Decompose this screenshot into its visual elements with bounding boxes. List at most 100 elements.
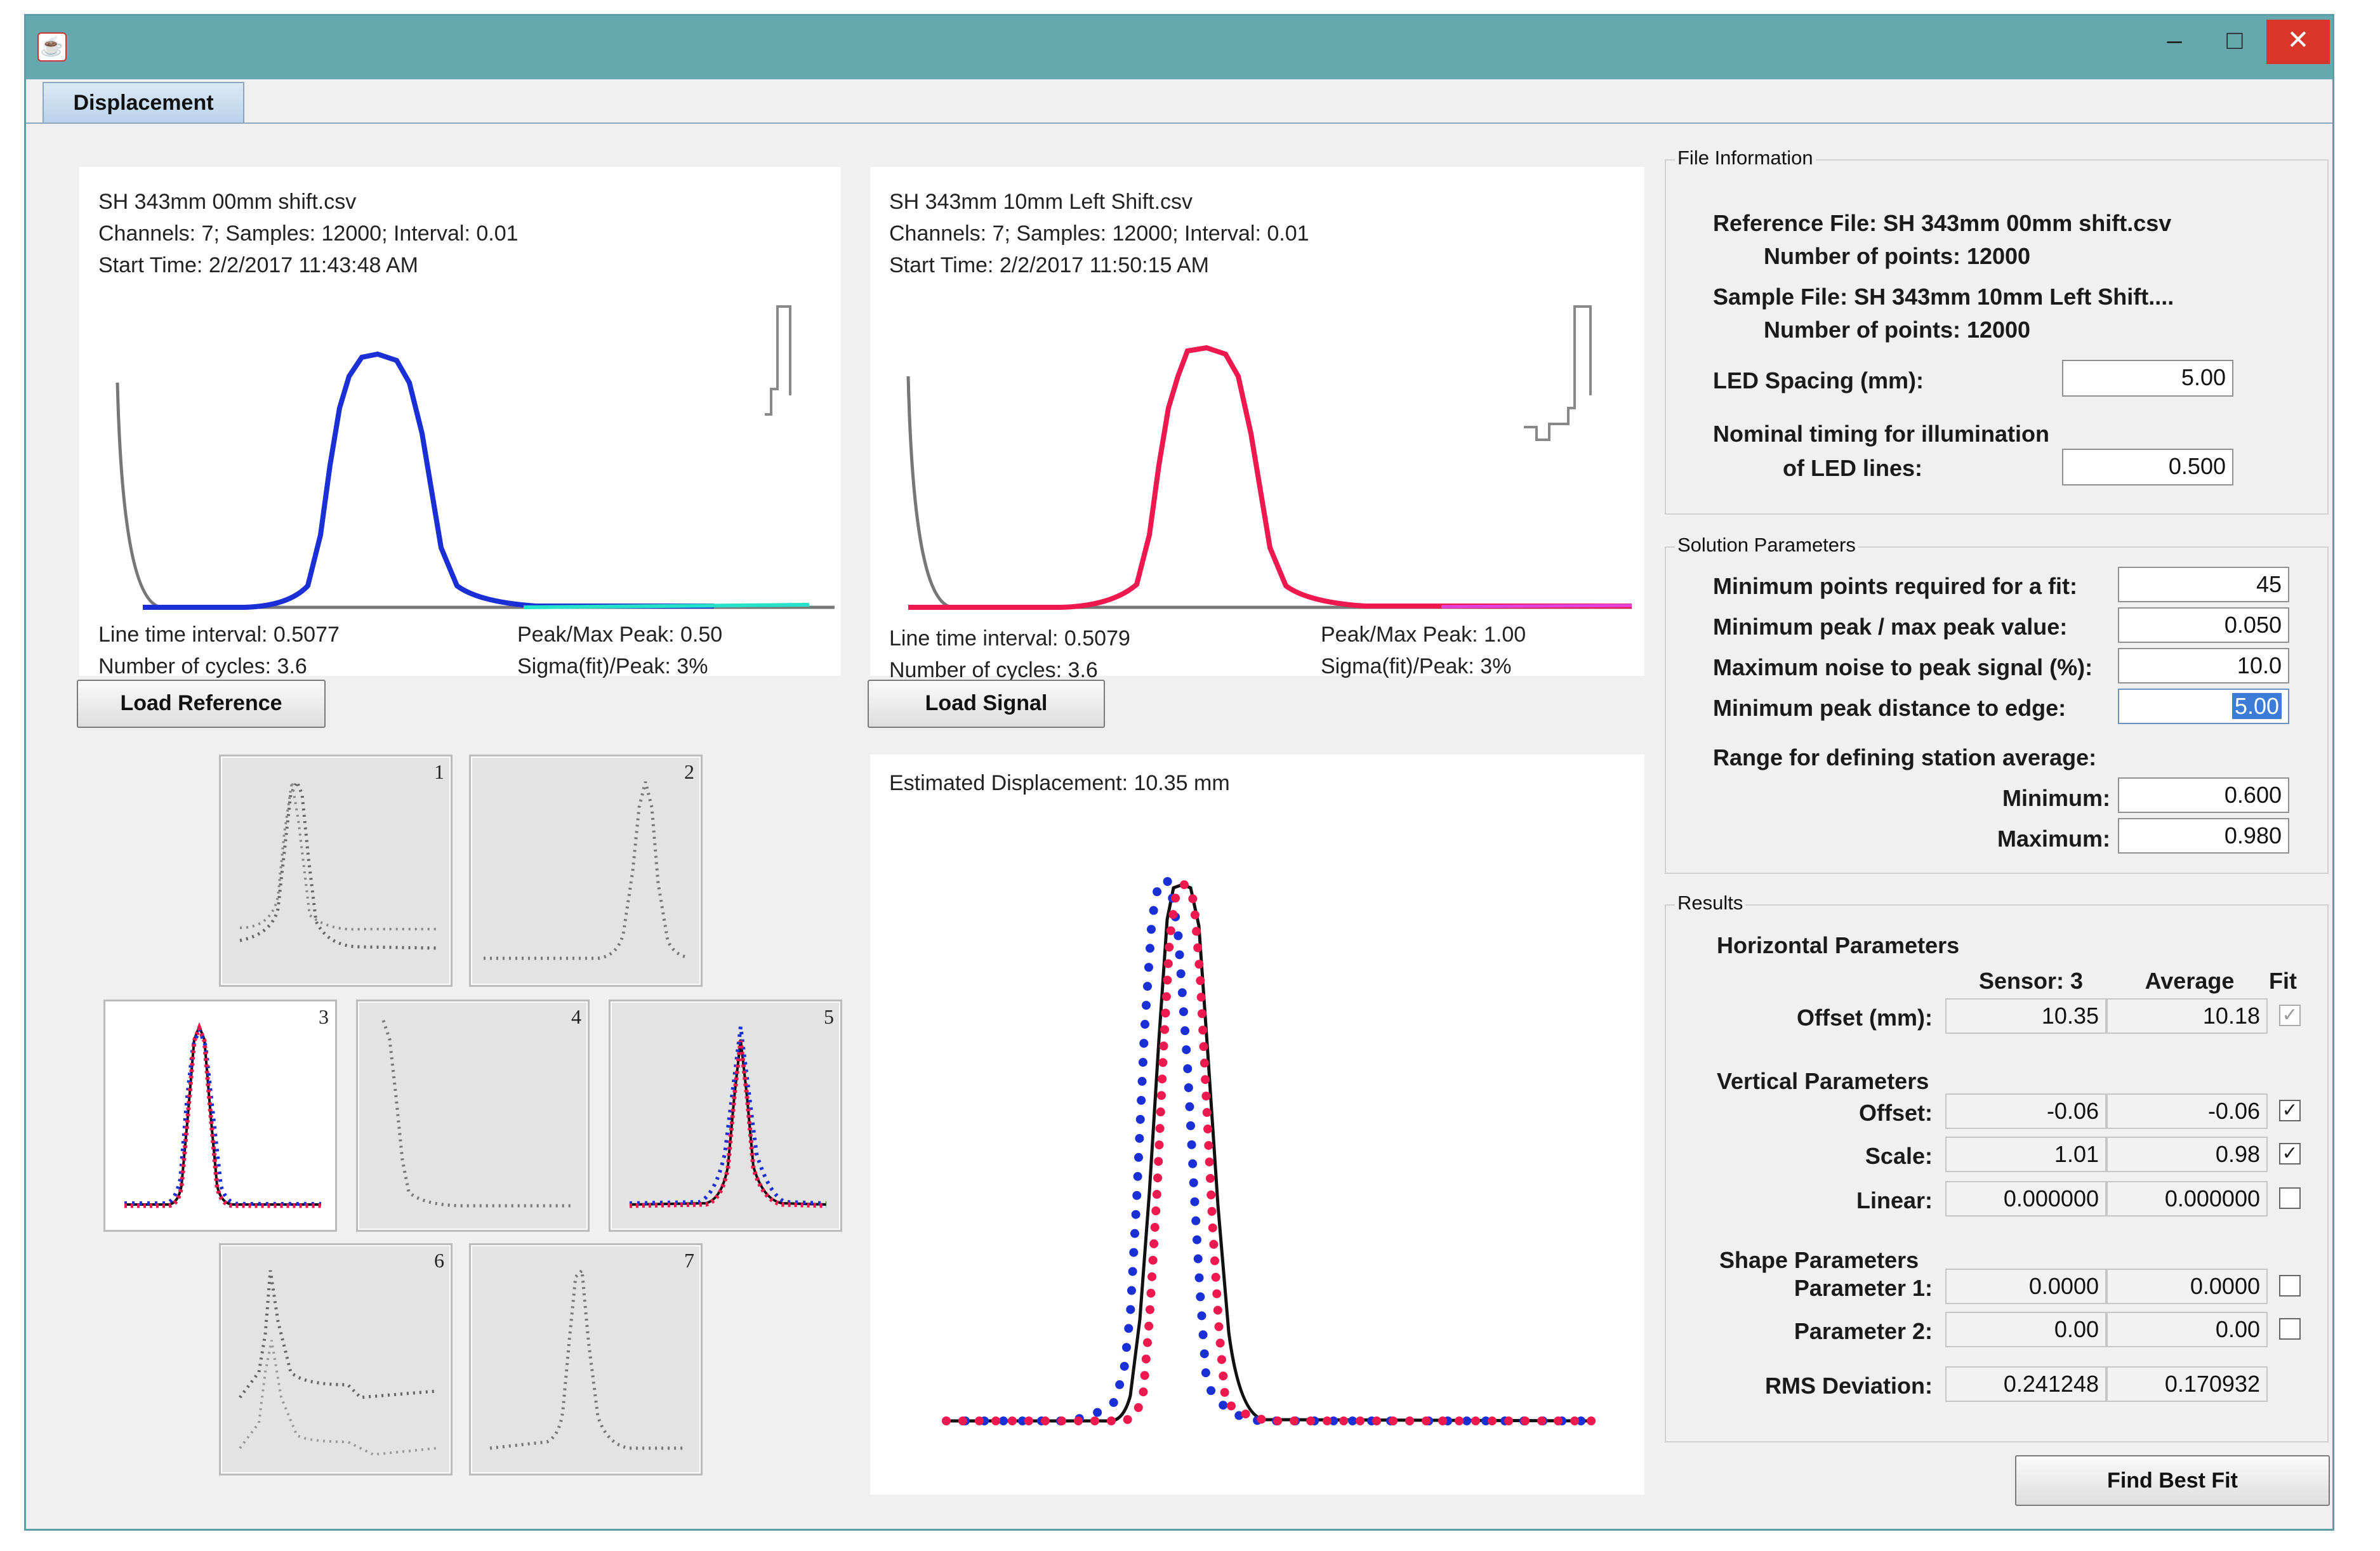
max-noise-label: Maximum noise to peak signal (%): [1713,654,2093,680]
find-best-fit-button[interactable]: Find Best Fit [2015,1455,2330,1506]
min-peak-input[interactable]: 0.050 [2118,607,2289,643]
reference-peak-ratio: Peak/Max Peak: 0.50 [517,623,723,647]
timing-label-2: of LED lines: [1783,455,1923,481]
sensor-thumbnail-6[interactable]: 6 [219,1243,453,1475]
fit-column-header: Fit [2269,968,2297,994]
signal-edge-marker [1524,305,1592,441]
param2-sensor: 0.00 [1945,1312,2106,1347]
reference-start-time: Start Time: 2/2/2017 11:43:48 AM [98,253,419,277]
file-information-group: File Information Reference File: SH 343m… [1665,147,2329,515]
load-signal-button[interactable]: Load Signal [868,680,1105,728]
signal-line-time: Line time interval: 0.5079 [889,626,1130,650]
v-offset-sensor: -0.06 [1945,1093,2106,1129]
sensor-column-header: Sensor: 3 [1978,968,2084,994]
sensor-thumbnail-3[interactable]: 3 [103,1000,337,1232]
thumbnail-3-plot [124,1022,321,1208]
v-linear-average: 0.000000 [2106,1181,2268,1217]
v-linear-fit-checkbox[interactable] [2279,1187,2301,1209]
reference-cyan-trace [523,603,810,609]
reference-line-time: Line time interval: 0.5077 [98,623,340,647]
reference-file-label: Reference File: SH 343mm 00mm shift.csv [1713,210,2172,236]
tab-displacement[interactable]: Displacement [43,82,244,124]
min-points-label: Minimum points required for a fit: [1713,573,2077,599]
rms-deviation-label: RMS Deviation: [1764,1373,1933,1399]
rms-deviation-sensor: 0.241248 [1945,1366,2106,1402]
offset-mm-fit-checkbox[interactable]: ✓ [2279,1005,2301,1026]
offset-mm-label: Offset (mm): [1797,1005,1933,1031]
reference-sigma: Sigma(fit)/Peak: 3% [517,654,708,678]
v-scale-average: 0.98 [2106,1137,2268,1172]
param1-label: Parameter 1: [1794,1275,1933,1301]
results-group: Results Horizontal Parameters Sensor: 3 … [1665,892,2329,1442]
timing-label-1: Nominal timing for illumination [1713,421,2049,447]
signal-cycles: Number of cycles: 3.6 [889,658,1098,682]
signal-channel-trace [908,345,1632,610]
max-noise-input[interactable]: 10.0 [2118,648,2289,683]
minimize-button[interactable]: – [2167,25,2182,55]
reference-points-label: Number of points: 12000 [1764,243,2031,269]
v-offset-fit-checkbox[interactable]: ✓ [2279,1100,2301,1121]
min-edge-label: Minimum peak distance to edge: [1713,695,2066,721]
v-scale-fit-checkbox[interactable]: ✓ [2279,1143,2301,1165]
timing-input[interactable]: 0.500 [2062,449,2233,485]
thumbnail-label-4: 4 [571,1005,581,1028]
thumbnail-6-plot [239,1270,437,1456]
thumbnail-5-plot [629,1026,827,1208]
sensor-thumbnail-1[interactable]: 1 [219,755,453,987]
displacement-chart [942,877,1598,1425]
offset-mm-sensor: 10.35 [1945,998,2106,1034]
sample-points-label: Number of points: 12000 [1764,317,2031,343]
solution-parameters-group: Solution Parameters Minimum points requi… [1665,534,2329,874]
displacement-plot-panel: Estimated Displacement: 10.35 mm [870,755,1644,1495]
title-bar: ☕ – □ ✕ [26,16,2332,79]
reference-waveform-chart [116,305,835,610]
maximize-button[interactable]: □ [2226,25,2243,55]
param1-fit-checkbox[interactable] [2279,1275,2301,1297]
displacement-title: Estimated Displacement: 10.35 mm [889,771,1230,795]
reference-raw-trace [116,382,835,609]
param2-average: 0.00 [2106,1312,2268,1347]
signal-filename: SH 343mm 10mm Left Shift.csv [889,190,1193,214]
sensor-thumbnail-5[interactable]: 5 [609,1000,842,1232]
shape-parameters-title: Shape Parameters [1719,1247,1919,1273]
reference-channel-trace [143,351,714,610]
reference-cycles: Number of cycles: 3.6 [98,654,307,678]
param2-label: Parameter 2: [1794,1318,1933,1344]
thumbnail-1-plot [239,777,437,950]
thumbnail-label-5: 5 [824,1005,834,1028]
file-information-title: File Information [1675,147,1816,169]
sensor-thumbnail-4[interactable]: 4 [356,1000,590,1232]
param2-fit-checkbox[interactable] [2279,1318,2301,1340]
tab-divider [26,122,2332,124]
led-spacing-input[interactable]: 5.00 [2062,360,2233,397]
signal-points [942,877,1598,1425]
min-edge-selected-text: 5.00 [2231,693,2282,719]
thumbnail-2-plot [484,781,687,960]
thumbnail-4-plot [381,1020,574,1208]
sensor-thumbnail-7[interactable]: 7 [469,1243,703,1475]
min-points-input[interactable]: 45 [2118,567,2289,602]
signal-plot-panel: SH 343mm 10mm Left Shift.csv Channels: 7… [870,167,1644,682]
sample-file-label: Sample File: SH 343mm 10mm Left Shift...… [1713,284,2174,310]
thumbnail-label-1: 1 [434,760,444,783]
app-window: ☕ – □ ✕ Displacement SH 343mm 00mm shift… [24,14,2334,1531]
sensor-thumbnail-2[interactable]: 2 [469,755,703,987]
v-offset-label: Offset: [1859,1100,1933,1126]
results-title: Results [1675,892,1746,914]
range-max-input[interactable]: 0.980 [2118,818,2289,854]
reference-points [942,877,1598,1425]
param1-average: 0.0000 [2106,1269,2268,1304]
range-min-input[interactable]: 0.600 [2118,777,2289,813]
signal-channels: Channels: 7; Samples: 12000; Interval: 0… [889,221,1309,246]
led-spacing-label: LED Spacing (mm): [1713,367,1924,393]
min-edge-input[interactable]: 5.00 [2118,689,2289,724]
signal-waveform-chart [906,305,1632,610]
close-button[interactable]: ✕ [2266,20,2330,64]
load-reference-button[interactable]: Load Reference [77,680,326,728]
reference-channels: Channels: 7; Samples: 12000; Interval: 0… [98,221,519,246]
v-offset-average: -0.06 [2106,1093,2268,1129]
signal-magenta-trace [1441,604,1632,609]
thumbnail-label-7: 7 [684,1249,694,1272]
thumbnail-label-3: 3 [319,1005,329,1028]
v-scale-label: Scale: [1865,1143,1933,1169]
